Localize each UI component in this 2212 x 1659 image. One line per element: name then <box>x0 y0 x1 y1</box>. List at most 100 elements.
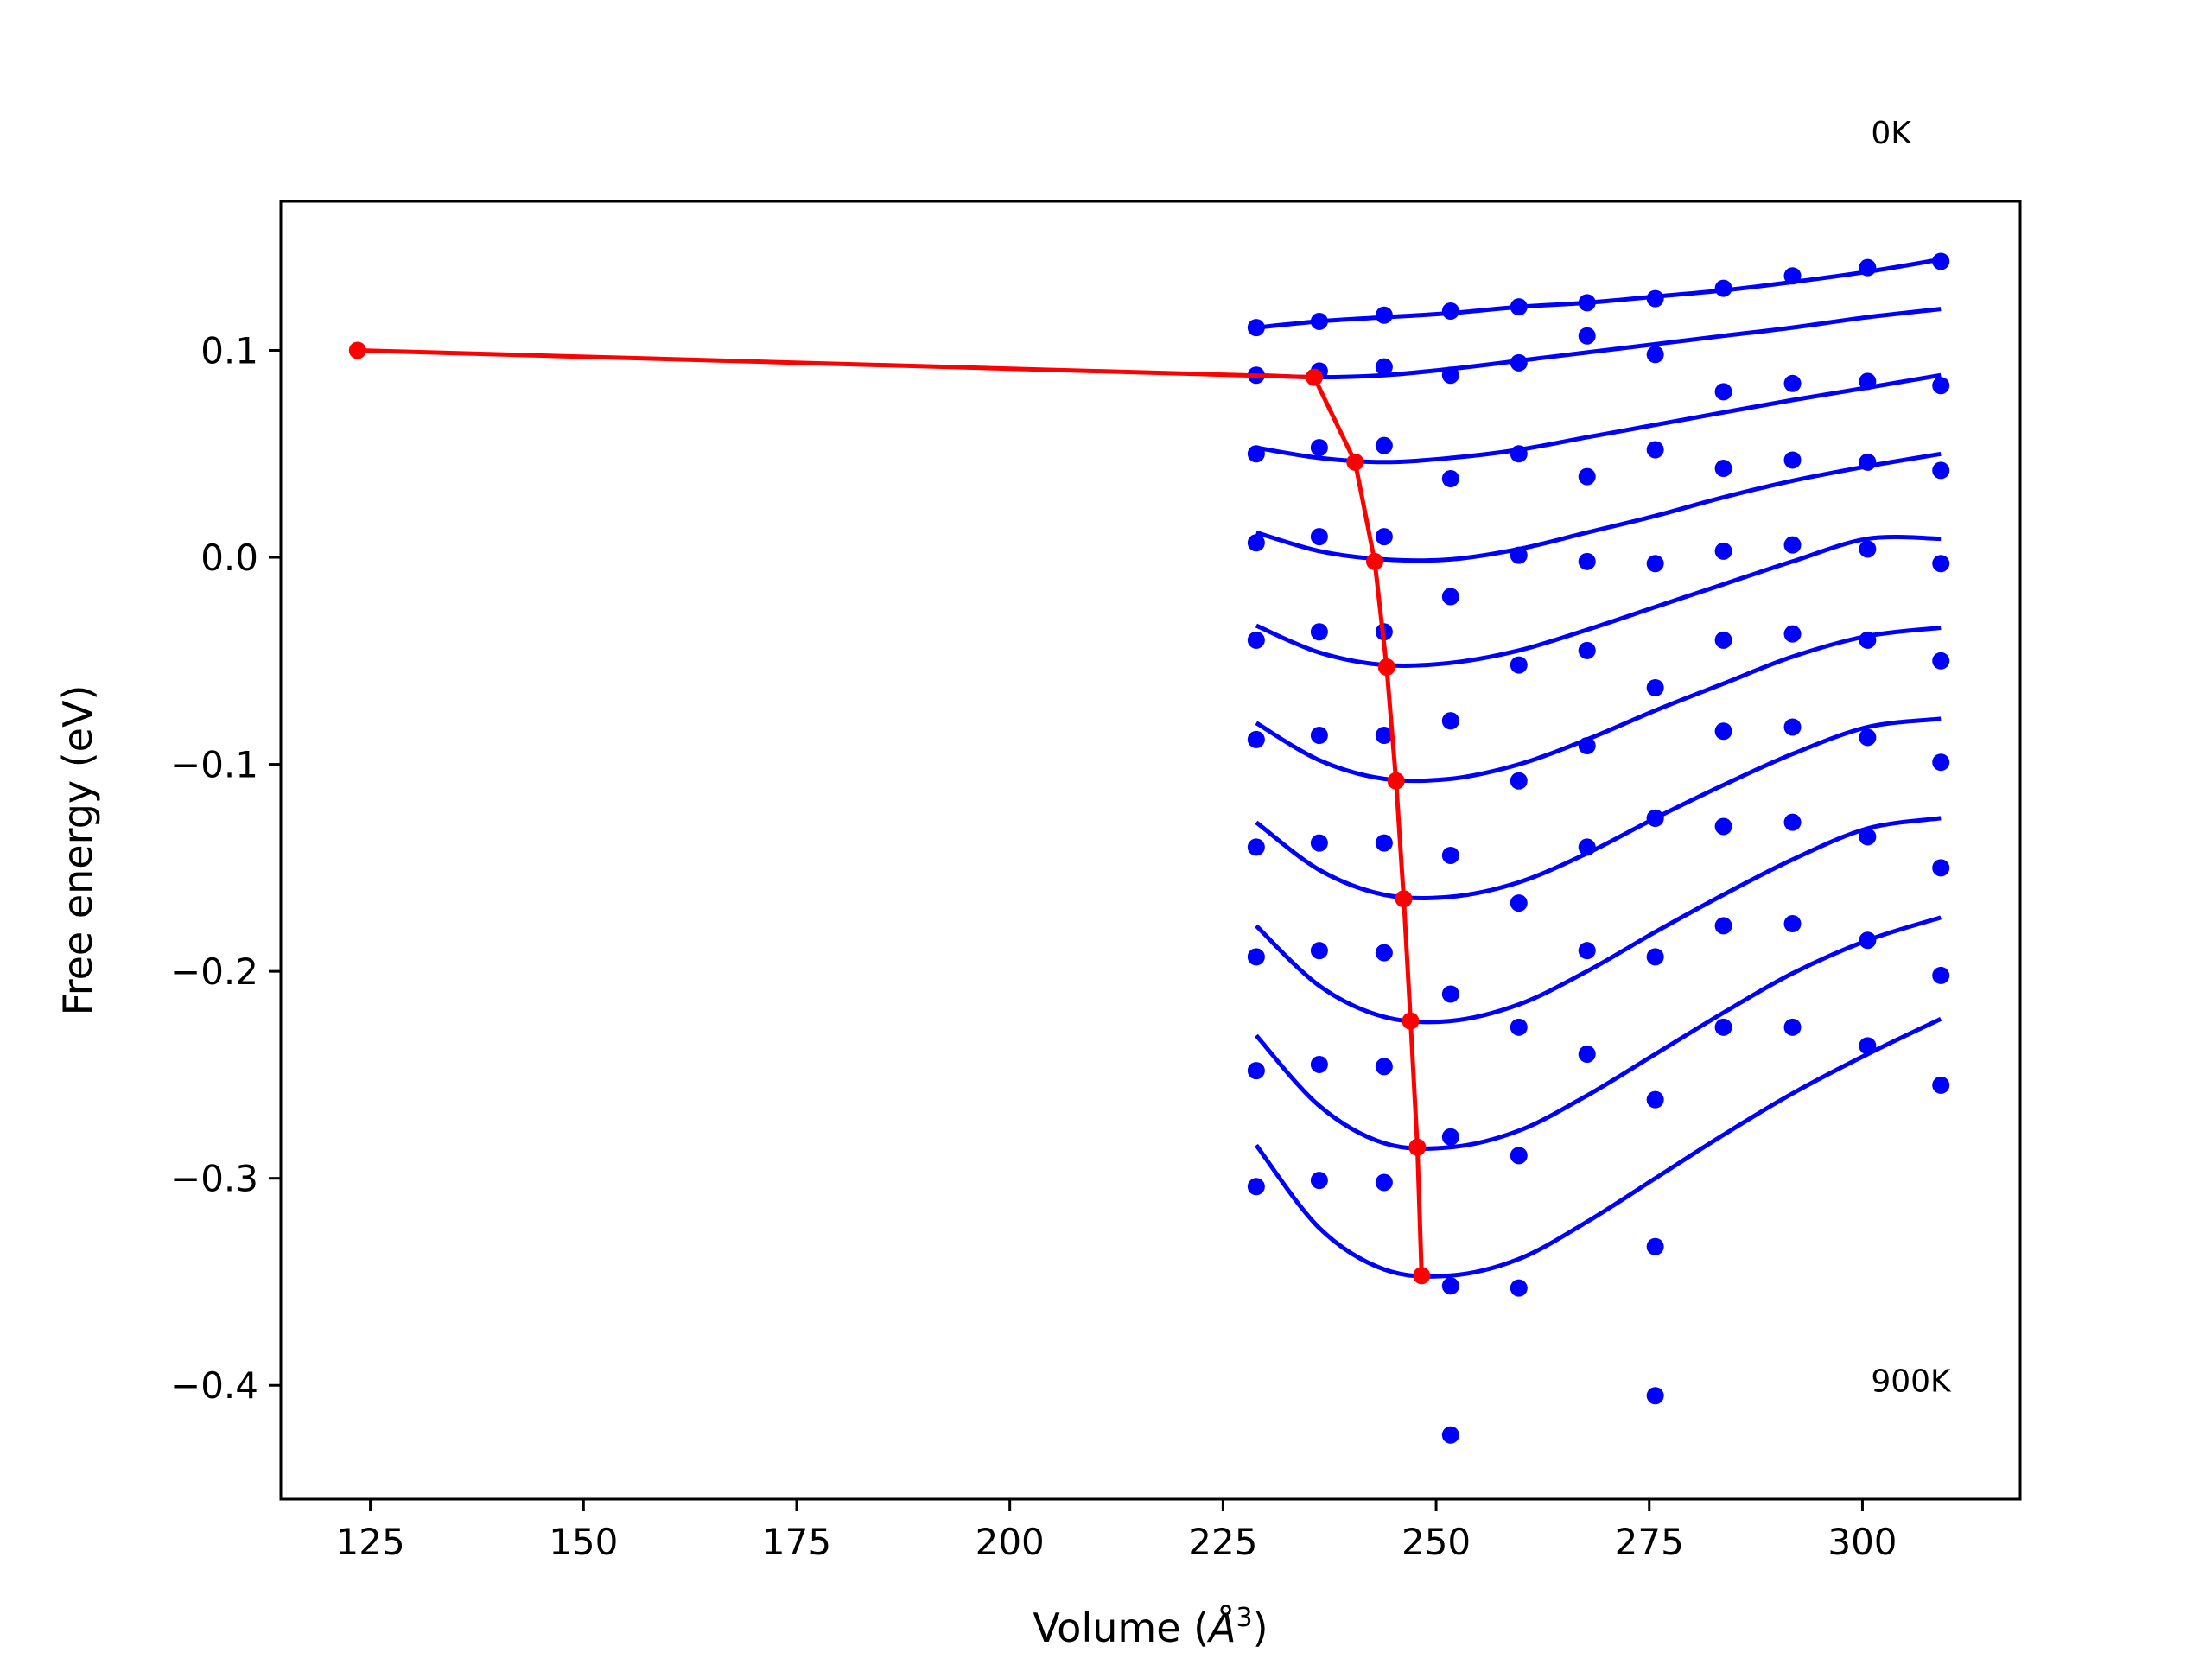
data-point <box>1310 942 1328 960</box>
data-point <box>1859 828 1877 846</box>
data-point <box>1510 298 1528 316</box>
annotations: 0K 900K <box>1871 116 1952 1400</box>
fit-curve-2 <box>1255 307 1942 380</box>
data-point <box>1375 306 1393 324</box>
data-point <box>1783 451 1802 469</box>
annotation-label: 0K <box>1871 116 1912 151</box>
x-tick-label: 200 <box>976 1521 1045 1563</box>
data-point <box>1441 712 1459 730</box>
data-point <box>1646 809 1664 827</box>
plot-frame <box>279 200 2022 1501</box>
data-point <box>1578 838 1596 856</box>
data-point <box>1714 542 1732 560</box>
x-tick-label: 125 <box>336 1521 405 1563</box>
x-axis-title-text: Volume ( <box>1033 1605 1209 1651</box>
y-tick-label: −0.3 <box>170 1158 258 1200</box>
minimum-path-point <box>1377 658 1395 676</box>
data-point <box>1646 1387 1664 1405</box>
data-point <box>1714 383 1732 401</box>
data-point <box>1783 813 1802 831</box>
data-point <box>1247 534 1265 552</box>
data-point <box>1578 294 1596 312</box>
data-point <box>1375 834 1393 852</box>
data-point <box>1375 528 1393 546</box>
data-point <box>1247 445 1265 463</box>
data-point <box>1247 319 1265 337</box>
data-point <box>1646 346 1664 364</box>
data-point <box>1714 460 1732 478</box>
data-point <box>1714 279 1732 297</box>
data-point <box>1578 1045 1596 1063</box>
fit-curve-5 <box>1255 535 1942 668</box>
data-point <box>1247 948 1265 966</box>
y-tick-label: 0.0 <box>200 537 258 579</box>
minimum-path-point <box>1395 890 1413 908</box>
fit-curve-10 <box>1254 1016 1942 1279</box>
axis-ticks: 125 150 175 200 225 250 275 300 −0.4 −0.3 −0.2 −0.1… <box>170 329 1897 1563</box>
data-point <box>1441 846 1459 864</box>
data-point <box>1247 1178 1265 1196</box>
data-point <box>1510 894 1528 912</box>
data-point <box>1375 944 1393 962</box>
data-point <box>1646 948 1664 966</box>
y-tick-label: −0.1 <box>170 744 258 786</box>
data-point <box>1441 1128 1459 1146</box>
data-point <box>1783 718 1802 736</box>
data-point <box>1578 467 1596 486</box>
data-point <box>1714 817 1732 836</box>
data-point <box>1714 722 1732 741</box>
data-point <box>1646 289 1664 308</box>
data-point <box>1247 1062 1265 1080</box>
data-point <box>1510 1279 1528 1297</box>
minimum-path-point <box>1402 1012 1420 1030</box>
data-point <box>1247 730 1265 748</box>
data-point <box>1646 441 1664 459</box>
minimum-path-point <box>1408 1138 1427 1156</box>
data-point <box>1310 312 1328 330</box>
y-axis-title: Free energy (eV) <box>54 685 101 1016</box>
data-point <box>1859 728 1877 747</box>
minimum-path <box>348 341 1431 1285</box>
data-point <box>1783 374 1802 392</box>
data-point <box>1932 652 1950 670</box>
data-point <box>1932 461 1950 480</box>
fit-curve-9 <box>1255 915 1942 1151</box>
data-point <box>1714 1018 1732 1036</box>
data-point <box>1714 631 1732 649</box>
data-point <box>1375 727 1393 745</box>
data-point <box>1441 985 1459 1003</box>
data-point <box>1646 678 1664 696</box>
x-axis-title-close: ) <box>1253 1605 1268 1651</box>
data-point <box>1510 656 1528 674</box>
data-point <box>1375 436 1393 454</box>
y-tick-label: −0.4 <box>170 1364 258 1407</box>
data-point <box>1310 623 1328 641</box>
data-point <box>1375 1173 1393 1192</box>
data-point <box>1859 631 1877 649</box>
data-point <box>1646 1237 1664 1255</box>
minimum-path-point <box>1366 552 1384 570</box>
x-tick-label: 175 <box>762 1521 831 1563</box>
fit-curve-3 <box>1255 372 1942 465</box>
fit-curve-8 <box>1255 816 1942 1025</box>
data-point <box>1932 555 1950 573</box>
data-point <box>1310 1055 1328 1073</box>
minimum-path-point <box>1387 772 1405 790</box>
data-point <box>1932 1076 1950 1094</box>
data-point <box>1859 1037 1877 1055</box>
data-point <box>1859 931 1877 950</box>
data-point <box>1310 439 1328 457</box>
y-tick-label: −0.2 <box>170 950 258 993</box>
minimum-path-point <box>348 341 366 359</box>
data-point <box>1932 252 1950 270</box>
data-point <box>1375 358 1393 376</box>
data-point <box>1859 453 1877 471</box>
data-points <box>1247 252 1950 1444</box>
data-point <box>1783 915 1802 933</box>
x-tick-label: 250 <box>1402 1521 1471 1563</box>
data-point <box>1932 859 1950 877</box>
data-point <box>1510 772 1528 790</box>
data-point <box>1783 267 1802 285</box>
data-point <box>1578 641 1596 659</box>
